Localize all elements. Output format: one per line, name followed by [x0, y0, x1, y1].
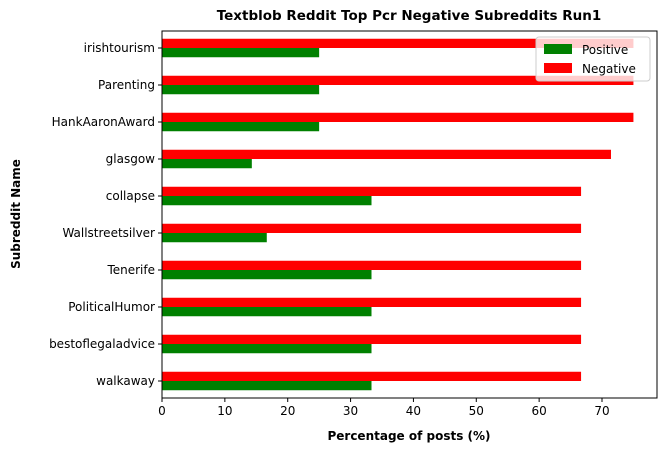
x-tick-label: 30	[343, 404, 358, 418]
x-tick-label: 50	[469, 404, 484, 418]
y-axis-label: Subreddit Name	[9, 159, 23, 269]
bar-negative-4	[162, 186, 582, 196]
bar-negative-2	[162, 112, 634, 122]
y-tick-label: bestoflegaladvice	[49, 337, 155, 351]
legend: Positive Negative	[535, 36, 651, 82]
y-axis: irishtourism Parenting HankAaronAward glasg…	[49, 41, 162, 388]
bar-positive-5	[162, 233, 267, 243]
bar-positive-7	[162, 307, 372, 317]
x-axis: 0 10 20 30 40 50 60 70	[158, 398, 610, 418]
chart-title: Textblob Reddit Top Pcr Negative Subredd…	[217, 8, 602, 24]
bar-negative-5	[162, 223, 582, 233]
y-tick-label: walkaway	[96, 374, 155, 388]
bar-positive-0	[162, 48, 320, 58]
plot-frame	[161, 30, 658, 399]
x-tick-label: 60	[532, 404, 547, 418]
x-tick-label: 10	[217, 404, 232, 418]
y-tick-label: glasgow	[106, 152, 156, 166]
bar-negative-0	[162, 38, 634, 48]
bar-negative-3	[162, 149, 611, 159]
bars-layer	[162, 38, 634, 391]
bar-negative-6	[162, 260, 582, 270]
y-tick-label: PoliticalHumor	[68, 300, 155, 314]
bar-negative-1	[162, 75, 634, 85]
y-tick-label: Tenerife	[106, 263, 155, 277]
bar-positive-3	[162, 159, 252, 169]
legend-swatch-negative	[544, 63, 572, 73]
y-tick-label: collapse	[106, 189, 155, 203]
bar-positive-8	[162, 344, 372, 354]
bar-positive-4	[162, 196, 372, 206]
bar-negative-9	[162, 371, 582, 381]
x-tick-label: 40	[406, 404, 421, 418]
y-tick-label: Parenting	[98, 78, 155, 92]
y-tick-label: Wallstreetsilver	[62, 226, 155, 240]
bar-positive-2	[162, 122, 320, 132]
bar-positive-1	[162, 85, 320, 95]
bar-negative-8	[162, 334, 582, 344]
x-tick-label: 20	[280, 404, 295, 418]
legend-swatch-positive	[544, 44, 572, 54]
y-tick-label: irishtourism	[84, 41, 155, 55]
x-tick-label: 70	[594, 404, 609, 418]
legend-label-positive: Positive	[582, 43, 628, 57]
x-axis-label: Percentage of posts (%)	[327, 429, 490, 443]
legend-label-negative: Negative	[582, 62, 636, 76]
bar-negative-7	[162, 297, 582, 307]
bar-positive-9	[162, 381, 372, 391]
x-tick-label: 0	[158, 404, 166, 418]
y-tick-label: HankAaronAward	[52, 115, 155, 129]
bar-positive-6	[162, 270, 372, 280]
